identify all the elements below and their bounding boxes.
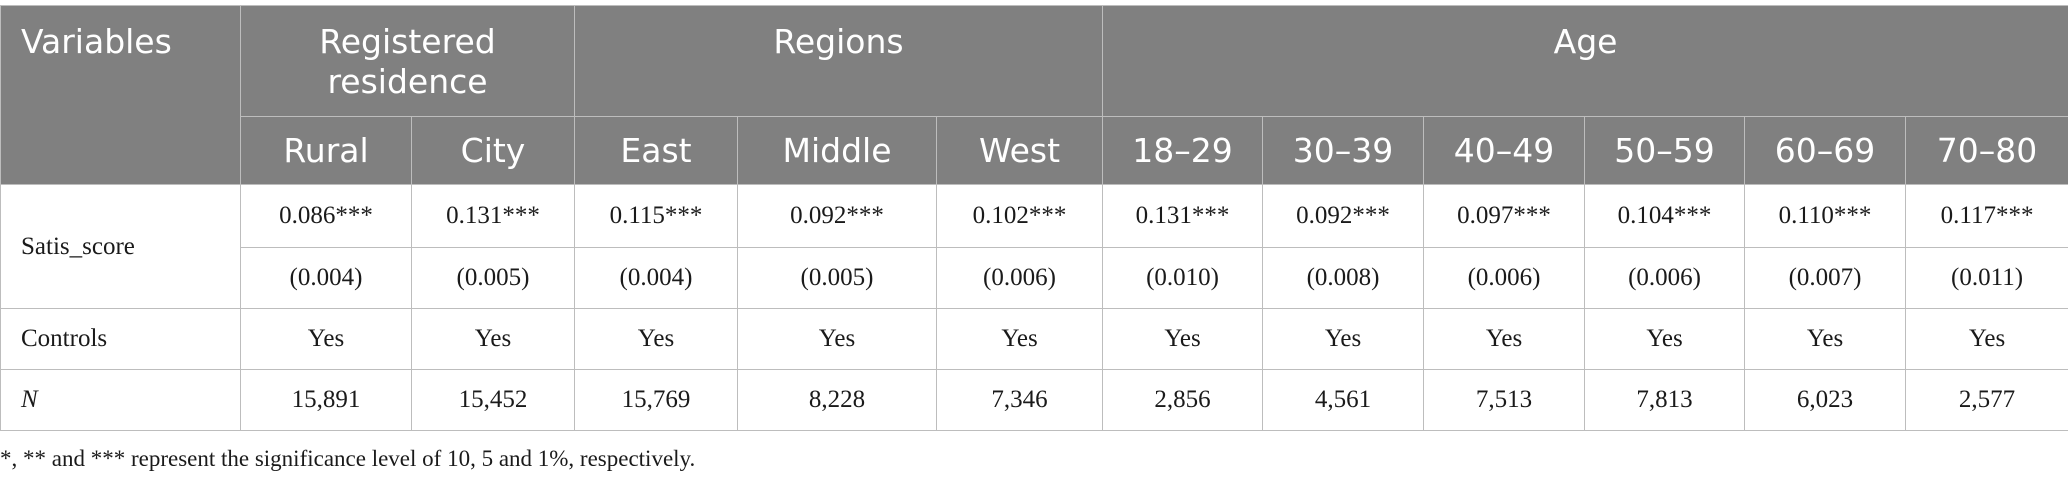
coef-cell: 0.131*** [411, 184, 575, 248]
coef-cell: 0.115*** [574, 184, 738, 248]
column-header-age-30-39: 30–39 [1262, 116, 1425, 185]
table-row-satis-standard-errors: (0.004) (0.005) (0.004) (0.005) (0.006) … [1, 247, 2068, 309]
n-cell: 2,856 [1102, 369, 1264, 431]
column-header-middle: Middle [737, 116, 937, 185]
se-cell: (0.006) [935, 247, 1104, 309]
controls-cell: Yes [1584, 308, 1746, 370]
group-header-age: Age [1102, 5, 2068, 117]
se-cell: (0.004) [574, 247, 738, 309]
controls-cell: Yes [1744, 308, 1907, 370]
column-header-age-40-49: 40–49 [1423, 116, 1586, 185]
controls-cell: Yes [240, 308, 412, 370]
controls-cell: Yes [411, 308, 575, 370]
significance-footnote: *, ** and *** represent the significance… [0, 446, 696, 471]
table-row-n: N 15,891 15,452 15,769 8,228 7,346 2,856… [0, 369, 2068, 431]
column-header-rural: Rural [240, 116, 412, 185]
coef-cell: 0.092*** [1262, 184, 1425, 248]
column-header-age-70-80: 70–80 [1905, 116, 2068, 185]
n-cell: 7,346 [935, 369, 1104, 431]
controls-cell: Yes [737, 308, 937, 370]
table-row-satis-coefficients: Satis_score 0.086*** 0.131*** 0.115*** 0… [0, 184, 2068, 309]
coef-cell: 0.104*** [1584, 184, 1746, 248]
row-label-controls: Controls [0, 308, 241, 370]
se-cell: (0.007) [1744, 247, 1907, 309]
n-cell: 15,769 [574, 369, 738, 431]
se-cell: (0.004) [240, 247, 412, 309]
n-cell: 15,891 [240, 369, 412, 431]
coef-cell: 0.110*** [1744, 184, 1907, 248]
se-cell: (0.006) [1584, 247, 1746, 309]
row-label-satis-score: Satis_score [0, 184, 241, 309]
row-label-n: N [0, 369, 241, 431]
group-header-regions: Regions [573, 5, 1104, 117]
controls-cell: Yes [574, 308, 738, 370]
column-header-age-18-29: 18–29 [1102, 116, 1264, 185]
se-cell: (0.008) [1262, 247, 1425, 309]
controls-cell: Yes [935, 308, 1104, 370]
table-header: Variables Registered residence Regions A… [0, 5, 2068, 185]
table-row-controls: Controls Yes Yes Yes Yes Yes Yes Yes Yes… [0, 308, 2068, 370]
coef-cell: 0.102*** [935, 184, 1104, 248]
controls-cell: Yes [1905, 308, 2068, 370]
regression-table-container: Variables Registered residence Regions A… [0, 5, 2068, 431]
results-table: Variables Registered residence Regions A… [0, 5, 2068, 431]
column-header-west: West [935, 116, 1104, 185]
n-cell: 2,577 [1905, 369, 2068, 431]
header-row-columns: Rural City East Middle West 18–29 30–39 … [1, 116, 2068, 185]
se-cell: (0.010) [1102, 247, 1264, 309]
variables-header: Variables [0, 5, 241, 185]
controls-cell: Yes [1262, 308, 1425, 370]
table-body: Satis_score 0.086*** 0.131*** 0.115*** 0… [0, 184, 2068, 431]
n-cell: 15,452 [411, 369, 575, 431]
coef-cell: 0.131*** [1102, 184, 1264, 248]
coef-cell: 0.086*** [240, 184, 412, 248]
header-row-groups: Variables Registered residence Regions A… [0, 5, 2068, 185]
column-header-city: City [411, 116, 575, 185]
group-header-registered-residence: Registered residence [240, 5, 575, 117]
n-cell: 7,513 [1423, 369, 1586, 431]
se-cell: (0.005) [737, 247, 937, 309]
coef-cell: 0.117*** [1905, 184, 2068, 248]
column-header-east: East [574, 116, 738, 185]
coef-cell: 0.097*** [1423, 184, 1586, 248]
n-cell: 6,023 [1744, 369, 1907, 431]
column-header-age-60-69: 60–69 [1744, 116, 1907, 185]
column-header-age-50-59: 50–59 [1584, 116, 1746, 185]
se-cell: (0.011) [1905, 247, 2068, 309]
se-cell: (0.005) [411, 247, 575, 309]
controls-cell: Yes [1102, 308, 1264, 370]
controls-cell: Yes [1423, 308, 1586, 370]
n-cell: 8,228 [737, 369, 937, 431]
n-cell: 4,561 [1262, 369, 1425, 431]
coef-cell: 0.092*** [737, 184, 937, 248]
n-cell: 7,813 [1584, 369, 1746, 431]
se-cell: (0.006) [1423, 247, 1586, 309]
